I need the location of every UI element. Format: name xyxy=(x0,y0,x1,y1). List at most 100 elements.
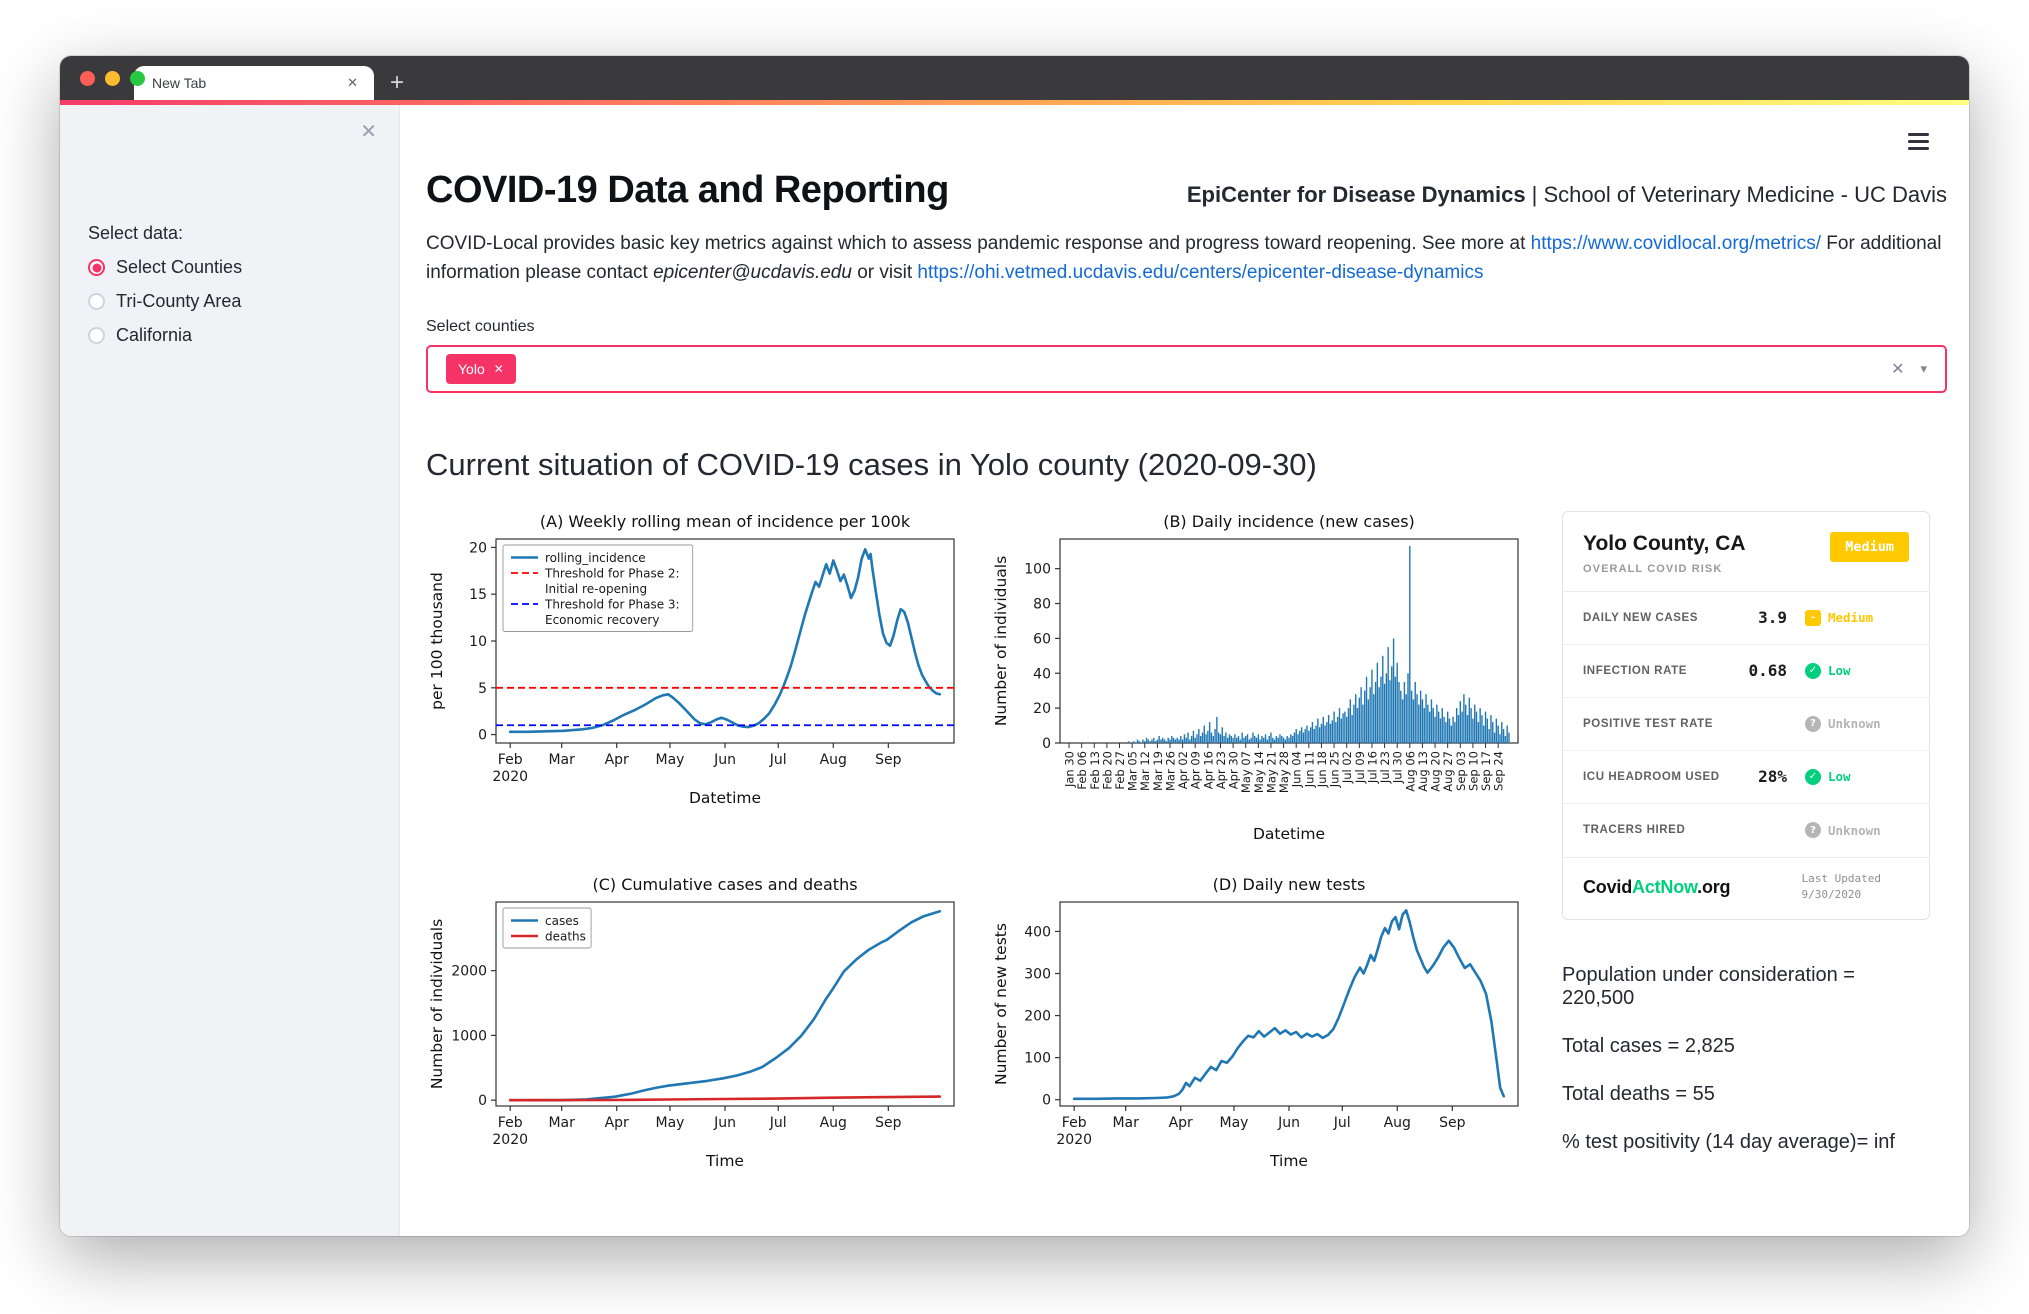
x-tick-label: Feb 20 xyxy=(1100,751,1114,790)
x-tick-label: Apr xyxy=(1169,1115,1193,1131)
x-tick-label: May 28 xyxy=(1277,751,1291,793)
legend-label: deaths xyxy=(545,929,586,943)
chip-label: Yolo xyxy=(458,360,485,377)
intro-link[interactable]: https://ohi.vetmed.ucdavis.edu/centers/e… xyxy=(917,261,1484,283)
risk-row-icu-headroom-used: ICU HEADROOM USED 28% ✓ Low xyxy=(1563,751,1929,804)
risk-row-label: INFECTION RATE xyxy=(1583,664,1688,677)
x-tick-label: Mar xyxy=(548,752,575,768)
browser-tab[interactable]: New Tab ✕ xyxy=(134,66,374,100)
risk-row-positive-test-rate: POSITIVE TEST RATE? Unknown xyxy=(1563,698,1929,751)
x-tick-label: Jul 30 xyxy=(1391,751,1405,784)
radio-option-2[interactable]: Tri-County Area xyxy=(88,291,371,312)
y-tick-label: 0 xyxy=(1042,1092,1051,1108)
menu-icon xyxy=(1908,133,1929,136)
x-tick-label: Mar xyxy=(548,1115,575,1131)
right-column: Yolo County, CA OVERALL COVID RISK Mediu… xyxy=(1562,510,1930,1179)
county-multiselect[interactable]: Yolo ✕ ✕ ▾ xyxy=(426,344,1947,393)
stat-line: Population under consideration = 220,500 xyxy=(1562,963,1855,1009)
y-tick-label: 80 xyxy=(1033,596,1051,612)
risk-row-status: ? Unknown xyxy=(1805,822,1909,839)
browser-chrome: New Tab ✕ + xyxy=(60,56,1969,100)
sidebar-close-button[interactable]: ✕ xyxy=(360,121,377,143)
x-tick-label: Jun 18 xyxy=(1315,751,1329,788)
x-tick-label: Jun 25 xyxy=(1328,751,1342,788)
x-tick-label: Mar xyxy=(1112,1115,1139,1131)
x-tick-label: Feb 13 xyxy=(1088,751,1102,790)
intro-link[interactable]: https://www.covidlocal.org/metrics/ xyxy=(1530,233,1822,254)
legend-label: Threshold for Phase 3: xyxy=(544,597,680,611)
x-tick-label: Jun xyxy=(713,752,736,768)
stat-line: Total cases = 2,825 xyxy=(1562,1034,1735,1057)
risk-row-tracers-hired: TRACERS HIRED? Unknown xyxy=(1563,804,1929,857)
chart-D: 0 100 200 300 400 Feb 2020 Mar Apr May Jun Jul Aug Se… xyxy=(990,874,1530,1179)
risk-row-infection-rate: INFECTION RATE 0.68 ✓ Low xyxy=(1563,645,1929,698)
y-tick-label: 2000 xyxy=(451,963,487,979)
risk-rows: DAILY NEW CASES 3.9 – Medium INFECTION RATE 0… xyxy=(1563,590,1929,857)
x-tick-label: Apr 09 xyxy=(1189,751,1203,789)
x-tick-label: Sep xyxy=(875,752,902,768)
question-icon: ? xyxy=(1805,822,1821,839)
x-tick-label: Feb 2020 xyxy=(492,752,528,785)
risk-row-value: 28% xyxy=(1758,767,1787,787)
check-icon: ✓ xyxy=(1805,768,1821,785)
risk-card-subtitle: OVERALL COVID RISK xyxy=(1583,562,1723,575)
x-axis-label: Datetime xyxy=(689,789,761,807)
radio-icon xyxy=(88,327,105,344)
risk-card-header: Yolo County, CA OVERALL COVID RISK Mediu… xyxy=(1563,512,1929,591)
minimize-window-button[interactable] xyxy=(105,70,120,86)
menu-button[interactable] xyxy=(1904,129,1933,154)
x-tick-label: Jul xyxy=(769,752,787,768)
y-axis-label: Number of new tests xyxy=(992,923,1010,1085)
x-axis-label: Datetime xyxy=(1253,825,1325,843)
covidactnow-logo[interactable]: CovidActNow.org xyxy=(1583,876,1731,897)
risk-row-label: DAILY NEW CASES xyxy=(1583,611,1699,624)
x-tick-label: Sep 24 xyxy=(1492,751,1506,791)
new-tab-button[interactable]: + xyxy=(390,69,405,96)
x-tick-label: Aug xyxy=(820,1115,847,1131)
selected-county-chip[interactable]: Yolo ✕ xyxy=(446,353,516,384)
x-tick-label: Mar 19 xyxy=(1151,751,1165,791)
y-tick-label: 300 xyxy=(1024,966,1051,982)
x-tick-label: Jun 04 xyxy=(1290,751,1304,788)
y-tick-label: 0 xyxy=(1042,736,1051,752)
clear-all-icon[interactable]: ✕ xyxy=(1891,360,1905,378)
x-tick-label: Feb 2020 xyxy=(492,1115,528,1148)
chevron-down-icon[interactable]: ▾ xyxy=(1920,360,1927,376)
chart-B: 0 20 40 60 80 100 Jan 30 Feb 06 Feb 13 Feb 20 Feb … xyxy=(990,511,1530,852)
section-title: Current situation of COVID-19 cases in Y… xyxy=(426,446,1317,482)
radio-option-3[interactable]: California xyxy=(88,325,371,346)
x-tick-label: Jul 09 xyxy=(1353,751,1367,784)
close-window-button[interactable] xyxy=(80,70,95,86)
tab-close-icon[interactable]: ✕ xyxy=(347,75,358,90)
x-tick-label: May xyxy=(655,752,684,768)
x-tick-label: May 14 xyxy=(1252,751,1266,793)
y-tick-label: 200 xyxy=(1024,1008,1051,1024)
stat-line: % test positivity (14 day average)= inf xyxy=(1562,1130,1895,1153)
x-tick-label: Sep 17 xyxy=(1479,751,1493,791)
x-tick-label: Sep xyxy=(875,1115,902,1131)
x-tick-label: Apr 30 xyxy=(1227,751,1241,789)
x-tick-label: Aug 27 xyxy=(1441,751,1455,792)
legend-label: Initial re-opening xyxy=(545,582,647,596)
risk-row-daily-new-cases: DAILY NEW CASES 3.9 – Medium xyxy=(1563,592,1929,645)
intro-email: epicenter@ucdavis.edu xyxy=(653,261,852,283)
org-name-bold: EpiCenter for Disease Dynamics xyxy=(1186,182,1526,207)
risk-row-label: ICU HEADROOM USED xyxy=(1583,770,1720,783)
y-tick-label: 20 xyxy=(469,540,487,556)
x-tick-label: Sep xyxy=(1439,1115,1466,1131)
radio-option-label: California xyxy=(116,325,193,345)
x-tick-label: Mar 05 xyxy=(1126,751,1140,791)
legend-label: cases xyxy=(545,914,579,928)
radio-option-1[interactable]: Select Counties xyxy=(88,257,371,278)
x-tick-label: Apr 02 xyxy=(1176,751,1190,789)
x-tick-label: Jun xyxy=(713,1115,736,1131)
chart-C: 0 1000 2000 Feb 2020 Mar Apr May Jun Jul Aug Sep cas… xyxy=(426,874,966,1179)
risk-status-text: Low xyxy=(1828,663,1851,679)
risk-row-status: ✓ Low xyxy=(1805,662,1909,679)
risk-row-status: ? Unknown xyxy=(1805,715,1909,732)
chip-remove-icon[interactable]: ✕ xyxy=(493,361,504,376)
zoom-window-button[interactable] xyxy=(130,70,145,86)
chart-title: (A) Weekly rolling mean of incidence per… xyxy=(540,512,911,531)
